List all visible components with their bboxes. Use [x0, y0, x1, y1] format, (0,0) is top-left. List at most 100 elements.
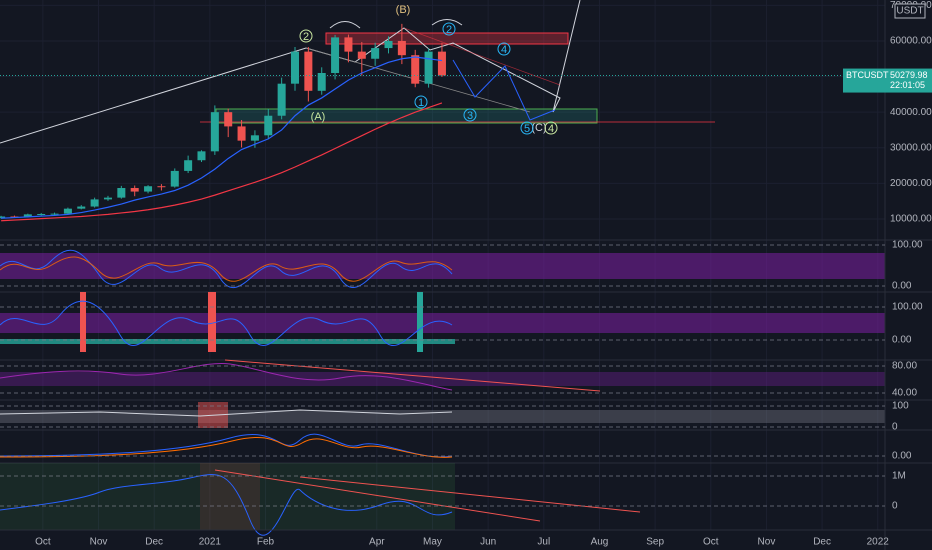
candle-body [197, 151, 206, 161]
x-tick-label: 2021 [199, 537, 222, 548]
signal-column [80, 292, 86, 352]
candle-body [50, 213, 59, 215]
x-tick-label: Feb [257, 537, 275, 548]
oscillator-line [0, 249, 453, 288]
candle-body [437, 51, 446, 76]
candle-body [264, 115, 273, 136]
x-tick-label: Oct [35, 537, 51, 548]
macd-line [0, 433, 453, 458]
x-tick-label: Sep [646, 537, 664, 548]
candle-body [371, 48, 380, 59]
x-tick-label: 2022 [867, 537, 890, 548]
candle-body [277, 83, 286, 116]
rsi-line [0, 362, 453, 391]
wave-circle [497, 42, 511, 56]
candle-body [290, 51, 300, 84]
wave-circle [299, 29, 313, 43]
candle-body [397, 40, 406, 56]
x-tick-label: Dec [813, 537, 831, 548]
candle-body [250, 135, 259, 141]
x-tick-label: Dec [145, 537, 163, 548]
background-band [200, 463, 260, 530]
wave-label: 3 [467, 110, 473, 122]
x-tick-label: Jun [480, 537, 496, 548]
panel-tick-label: 0 [892, 501, 898, 512]
wave-label: (C) [531, 122, 546, 134]
indicator-panels [0, 239, 932, 536]
indicator-line [0, 409, 453, 417]
candle-body [23, 214, 32, 217]
wave-label: 2 [446, 24, 452, 36]
trend-drawing [214, 469, 541, 522]
x-tick-label: Nov [758, 537, 776, 548]
wave-circle [442, 22, 456, 36]
candle-body [144, 186, 153, 192]
candles [0, 23, 446, 219]
obv-line [0, 474, 453, 536]
signal-column [417, 292, 423, 352]
candle-body [304, 51, 313, 91]
wave-circle [414, 95, 428, 109]
candle-body [411, 55, 420, 84]
candle-body [117, 188, 126, 198]
panel-tick-label: 0 [892, 422, 898, 433]
wave-label: 5 [524, 123, 530, 135]
panel-tick-label: 1M [892, 471, 906, 482]
candle-body [357, 51, 366, 59]
signal-bar [0, 339, 455, 344]
moving-average [1, 102, 443, 222]
candle-body [331, 37, 340, 73]
panel-tick-label: 80.00 [892, 361, 917, 372]
currency-label: USDT [896, 6, 923, 17]
x-tick-label: Jul [537, 537, 550, 548]
band [0, 313, 885, 333]
panel-tick-label: 0.00 [892, 281, 912, 292]
wave-circle [544, 121, 558, 135]
x-tick-label: Apr [369, 537, 385, 548]
wave-label: 2 [303, 31, 309, 43]
wave-circle [520, 121, 534, 135]
signal-column [208, 292, 216, 352]
candle-body [37, 214, 46, 216]
y-tick-label: 10000.00 [890, 214, 932, 225]
candle-body [63, 208, 72, 214]
candle-body [77, 206, 86, 209]
x-tick-label: Oct [703, 537, 719, 548]
moving-averages [1, 56, 443, 222]
currency-box [894, 3, 926, 19]
candle-body [210, 112, 219, 152]
panel-tick-label: 100 [892, 401, 909, 412]
y-tick-label: 20000.00 [890, 178, 932, 189]
last-price-symbol: BTCUSDT [846, 70, 889, 80]
oscillator-line [0, 256, 453, 282]
candle-body [0, 216, 6, 218]
candle-body [103, 197, 112, 200]
y-tick-label: 60000.00 [890, 36, 932, 47]
last-price-value: 50279.98 [890, 70, 928, 80]
last-price-tag [843, 68, 932, 93]
panel-tick-label: 100.00 [892, 302, 923, 313]
oscillator-line [0, 300, 453, 347]
wave-arc [329, 19, 463, 29]
wave-label: (B) [396, 4, 411, 16]
candle-body [90, 199, 99, 207]
candle-body [130, 188, 139, 192]
last-price-countdown: 22:01:05 [890, 80, 925, 90]
y-tick-label: 40000.00 [890, 107, 932, 118]
panel-tick-label: 100.00 [892, 240, 923, 251]
candle-body [424, 51, 433, 84]
wave-label: (A) [311, 111, 326, 123]
wave-circle [463, 108, 477, 122]
macd-signal [0, 436, 453, 458]
candle-body [344, 37, 353, 52]
panel-tick-label: 0.00 [892, 451, 912, 462]
x-tick-label: May [423, 537, 442, 548]
x-tick-label: Nov [90, 537, 108, 548]
x-tick-label: Aug [591, 537, 609, 548]
panel-tick-label: 40.00 [892, 388, 917, 399]
trend-drawing [224, 359, 601, 392]
candle-body [317, 72, 326, 91]
wave-label: 1 [418, 97, 424, 109]
y-tick-label: 30000.00 [890, 142, 932, 153]
